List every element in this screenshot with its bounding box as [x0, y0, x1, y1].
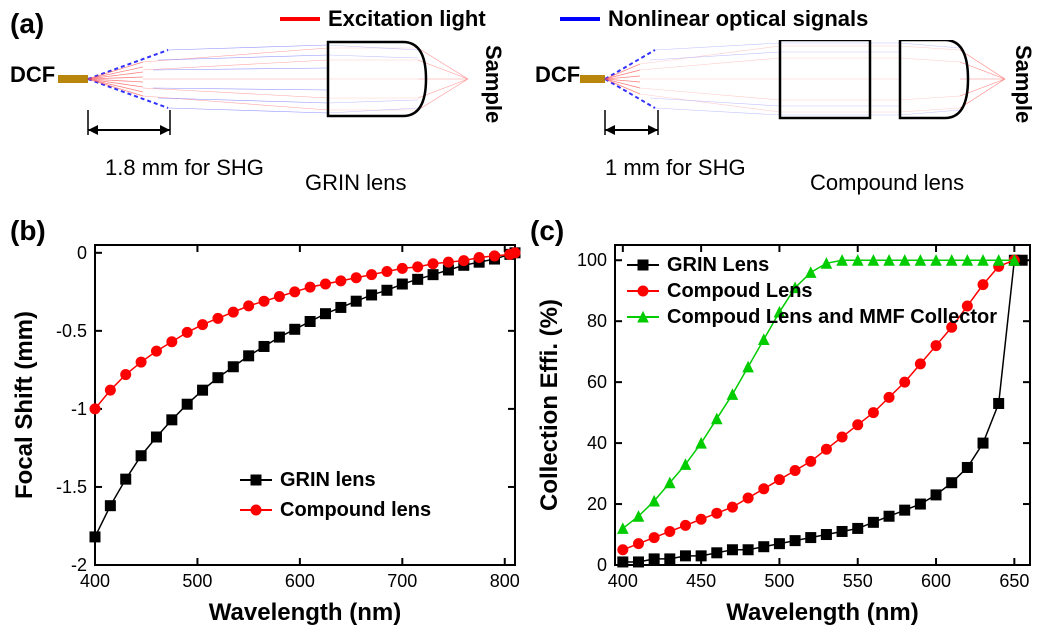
- svg-text:Compoud Lens: Compoud Lens: [667, 280, 813, 302]
- svg-text:20: 20: [587, 494, 607, 514]
- top-legend-nonlinear: Nonlinear optical signals: [560, 6, 868, 32]
- svg-text:800: 800: [490, 571, 520, 591]
- svg-text:0: 0: [597, 555, 607, 575]
- figure-root: (a) (b) (c) Excitation light Nonlinear o…: [0, 0, 1050, 632]
- svg-text:100: 100: [577, 250, 607, 270]
- svg-text:600: 600: [285, 571, 315, 591]
- svg-text:80: 80: [587, 311, 607, 331]
- svg-text:Collection Effi. (%): Collection Effi. (%): [536, 299, 563, 511]
- svg-text:650: 650: [999, 571, 1029, 591]
- svg-text:GRIN Lens: GRIN Lens: [667, 254, 769, 276]
- svg-text:60: 60: [587, 372, 607, 392]
- excitation-label: Excitation light: [328, 6, 486, 32]
- svg-text:450: 450: [686, 571, 716, 591]
- sample-label-left: Sample: [480, 45, 506, 123]
- svg-text:-0.5: -0.5: [56, 321, 87, 341]
- svg-text:500: 500: [182, 571, 212, 591]
- sample-label-right: Sample: [1010, 45, 1036, 123]
- excitation-swatch: [280, 17, 320, 21]
- svg-text:600: 600: [921, 571, 951, 591]
- nonlinear-label: Nonlinear optical signals: [608, 6, 868, 32]
- svg-text:Compoud Lens and MMF Collector: Compoud Lens and MMF Collector: [667, 306, 997, 328]
- nonlinear-swatch: [560, 17, 600, 21]
- svg-text:Focal Shift (mm): Focal Shift (mm): [11, 311, 38, 499]
- dcf-label-left: DCF: [10, 62, 55, 88]
- svg-text:400: 400: [608, 571, 638, 591]
- comp-distance-label: 1 mm for SHG: [605, 155, 746, 181]
- comp-lens-label: Compound lens: [810, 170, 964, 196]
- collection-effi-chart: 400 450 500 550 600 650 0 20 40 60 80 100 Wavelength…: [535, 230, 1045, 630]
- svg-text:550: 550: [843, 571, 873, 591]
- dcf-label-right: DCF: [535, 62, 580, 88]
- svg-text:-1: -1: [71, 399, 87, 419]
- focal-shift-chart: 400500600700800-2-1.5-1-0.50Wavelength (…: [10, 230, 530, 630]
- grin-distance-label: 1.8 mm for SHG: [105, 155, 264, 181]
- svg-text:GRIN lens: GRIN lens: [280, 469, 376, 491]
- svg-text:-2: -2: [71, 555, 87, 575]
- svg-text:-1.5: -1.5: [56, 477, 87, 497]
- svg-text:Wavelength (nm): Wavelength (nm): [726, 599, 918, 626]
- grin-lens-label: GRIN lens: [305, 170, 406, 196]
- panel-label-a: (a): [10, 8, 44, 40]
- svg-text:0: 0: [77, 243, 87, 263]
- svg-text:700: 700: [387, 571, 417, 591]
- svg-text:Wavelength (nm): Wavelength (nm): [209, 599, 401, 626]
- svg-text:40: 40: [587, 433, 607, 453]
- top-legend-excitation: Excitation light: [280, 6, 486, 32]
- svg-text:500: 500: [764, 571, 794, 591]
- svg-text:Compound lens: Compound lens: [280, 499, 431, 521]
